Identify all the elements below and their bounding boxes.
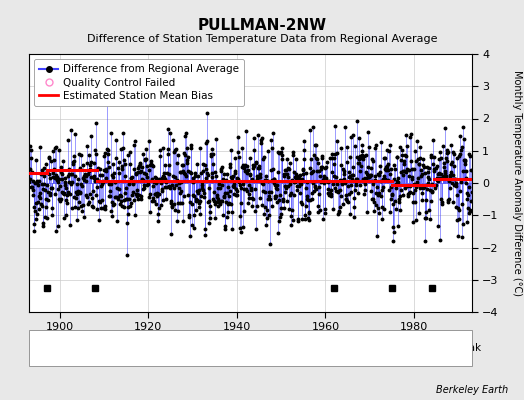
Y-axis label: Monthly Temperature Anomaly Difference (°C): Monthly Temperature Anomaly Difference (… bbox=[512, 70, 522, 296]
Text: PULLMAN-2NW: PULLMAN-2NW bbox=[198, 18, 326, 33]
Text: Empirical Break: Empirical Break bbox=[399, 343, 481, 353]
Text: Berkeley Earth: Berkeley Earth bbox=[436, 385, 508, 395]
Text: Station Move: Station Move bbox=[62, 343, 130, 353]
Text: Record Gap: Record Gap bbox=[159, 343, 220, 353]
Text: Time of Obs. Change: Time of Obs. Change bbox=[266, 343, 375, 353]
Legend: Difference from Regional Average, Quality Control Failed, Estimated Station Mean: Difference from Regional Average, Qualit… bbox=[34, 59, 244, 106]
Text: Difference of Station Temperature Data from Regional Average: Difference of Station Temperature Data f… bbox=[87, 34, 437, 44]
